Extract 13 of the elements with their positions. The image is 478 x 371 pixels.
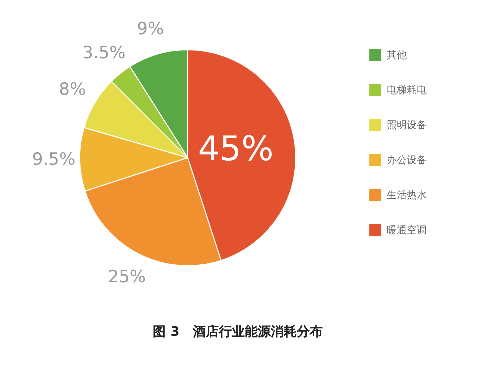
data-label: 45%: [198, 129, 274, 170]
legend-label: 生活热水: [387, 190, 427, 202]
legend-label: 暖通空调: [387, 224, 427, 236]
legend-label: 其他: [387, 50, 407, 62]
legend-label: 电梯耗电: [387, 84, 427, 96]
data-label: 25%: [108, 267, 146, 288]
legend-label: 办公设备: [387, 154, 427, 166]
data-label: 8%: [59, 80, 86, 100]
text: 图 3 酒店行业能源消耗分布: [153, 324, 323, 340]
data-label: 3.5%: [82, 43, 126, 64]
data-label: 9.5%: [32, 150, 76, 170]
legend-label: 照明设备: [387, 120, 427, 132]
data-label: 9%: [137, 19, 164, 40]
